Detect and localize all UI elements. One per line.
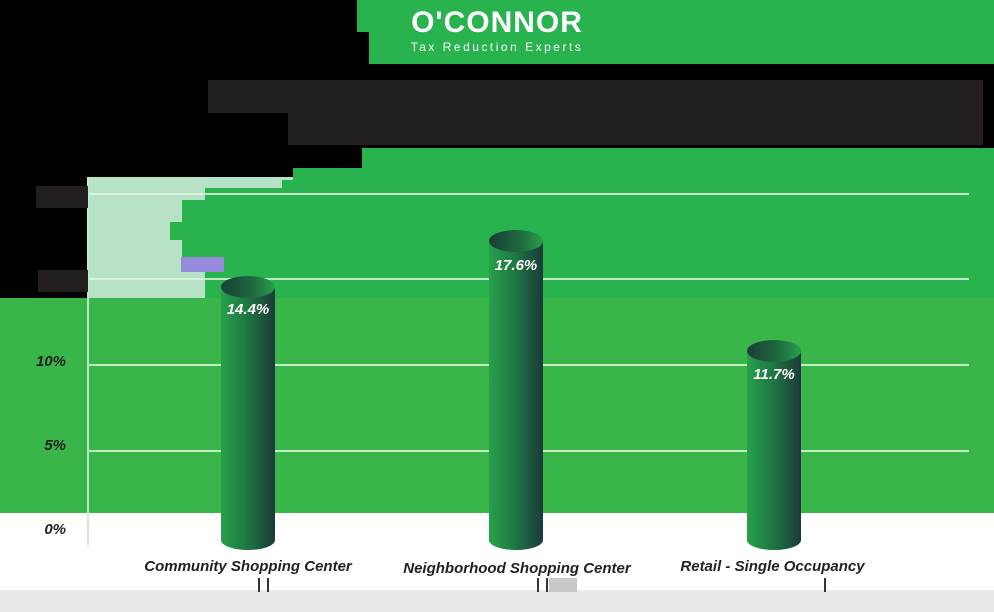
bar-cap	[221, 276, 275, 298]
tick-mark	[824, 578, 826, 592]
tick-mark	[537, 578, 539, 592]
gridline-20	[89, 193, 969, 195]
bar-retail-single-occupancy: 11.7%	[747, 340, 801, 550]
bar-value-label: 14.4%	[226, 301, 270, 318]
x-label-neighborhood-shopping-center: Neighborhood Shopping Center	[403, 560, 631, 577]
brand-logo: O'CONNOR	[411, 6, 583, 39]
bar-body	[489, 241, 543, 541]
chart-background-upper	[362, 148, 994, 298]
chart-background-step	[170, 222, 184, 240]
tick-mark	[258, 578, 260, 592]
x-label-retail-single-occupancy: Retail - Single Occupancy	[680, 558, 865, 575]
redaction-block	[549, 578, 577, 592]
logo-banner-notch	[357, 32, 369, 64]
brand-tagline: Tax Reduction Experts	[410, 40, 584, 54]
y-axis-line	[87, 177, 89, 545]
y-label-5: 5%	[44, 437, 66, 454]
logo-banner	[357, 0, 994, 64]
bar-neighborhood-shopping-center: 17.6%	[489, 230, 543, 550]
bar-cap	[489, 230, 543, 252]
x-label-community-shopping-center: Community Shopping Center	[144, 558, 352, 575]
y-label-10: 10%	[35, 353, 66, 370]
tick-mark	[546, 578, 548, 592]
y-label-0: 0%	[44, 521, 66, 538]
y-label-20-redacted	[36, 186, 88, 208]
bar-cap	[747, 340, 801, 362]
bar-community-shopping-center: 14.4%	[221, 276, 275, 550]
chart-subtitle-redacted	[288, 113, 983, 145]
bar-body	[747, 351, 801, 541]
y-label-15-redacted	[38, 270, 88, 292]
bar-body	[221, 287, 275, 541]
tick-mark	[267, 578, 269, 592]
redaction-block	[181, 257, 224, 272]
chart-title-redacted	[208, 80, 983, 113]
bar-value-label: 17.6%	[494, 257, 538, 274]
footer-strip	[0, 590, 994, 612]
bar-value-label: 11.7%	[753, 366, 795, 383]
